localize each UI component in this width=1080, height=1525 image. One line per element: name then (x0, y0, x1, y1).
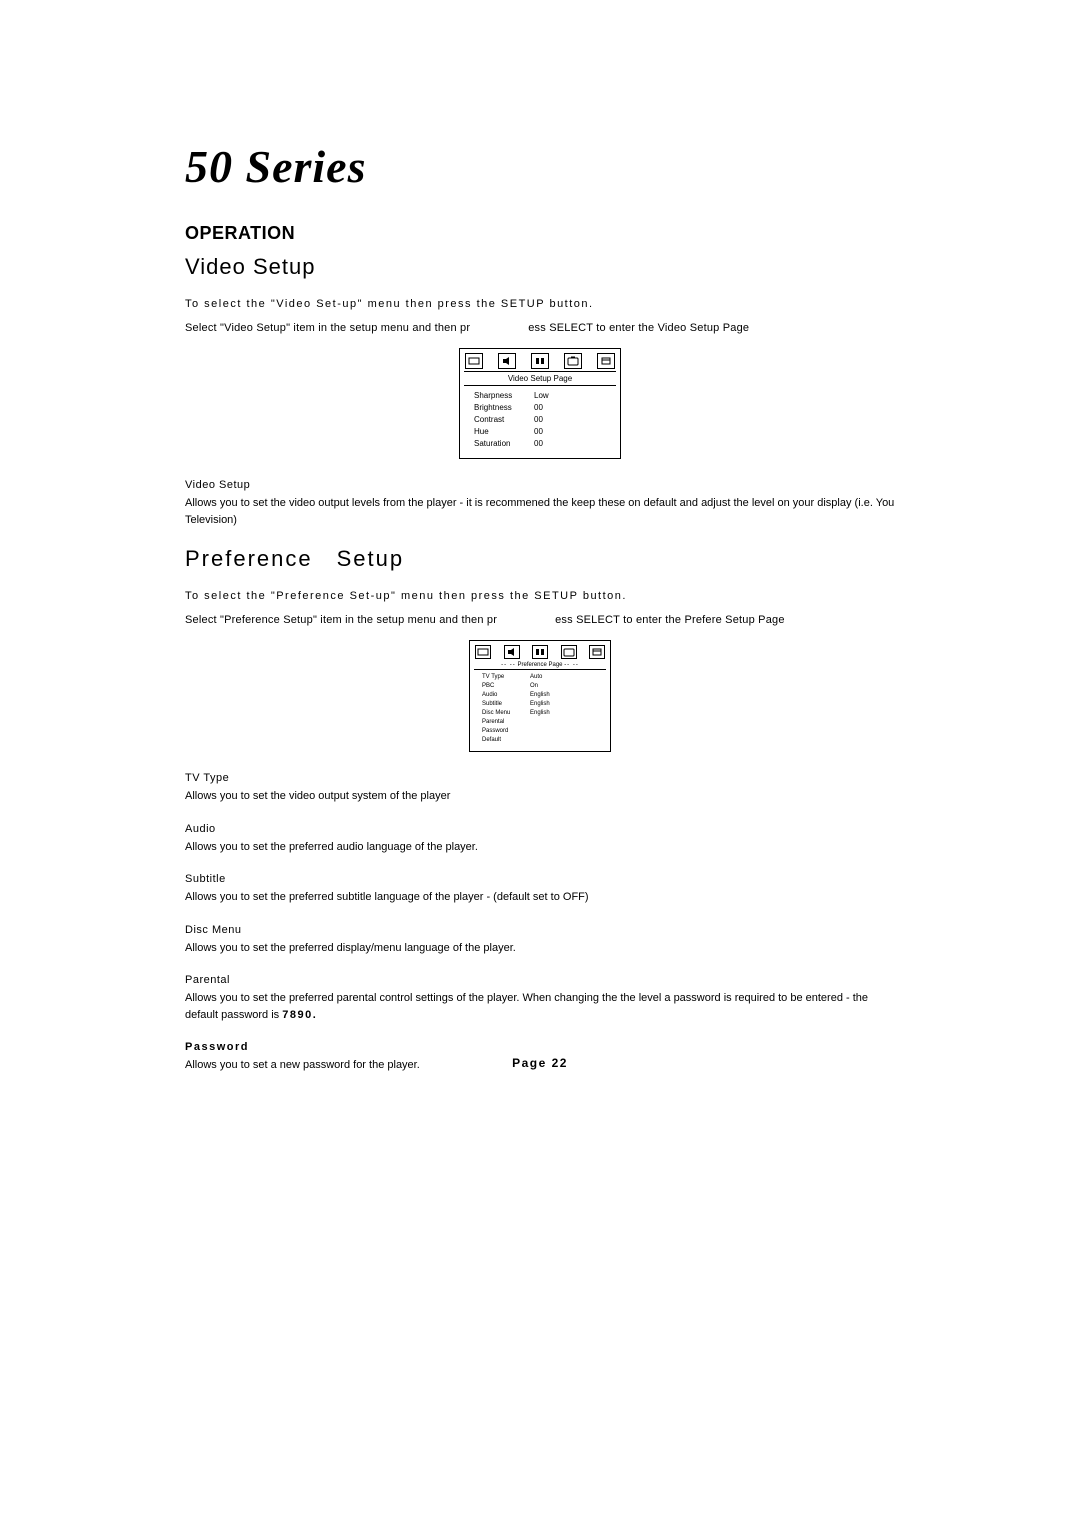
page-number: Page 22 (0, 1056, 1080, 1070)
tab-video-icon (564, 353, 582, 369)
menu-val: 00 (534, 414, 543, 426)
menu-row: PBCOn (482, 682, 602, 691)
desc-label: TV Type (185, 772, 895, 784)
menu-key: Hue (474, 426, 534, 438)
menu-row: Default (482, 736, 602, 745)
preference-page-label: -- -- Preference Page -- -- (474, 661, 606, 670)
desc-text: Allows you to set the preferred display/… (185, 940, 895, 957)
tab-preference-icon (589, 645, 605, 659)
menu-tab-row (460, 349, 620, 371)
menu-val: English (530, 691, 550, 700)
menu-key: Disc Menu (482, 709, 530, 718)
desc-label: Video Setup (185, 479, 895, 491)
video-setup-instruction-1: To select the "Video Set-up" menu then p… (185, 298, 895, 310)
video-setup-items: SharpnessLow Brightness00 Contrast00 Hue… (460, 386, 620, 458)
preference-setup-instruction-1: To select the "Preference Set-up" menu t… (185, 590, 895, 602)
menu-row: Brightness00 (474, 402, 610, 414)
menu-row: Hue00 (474, 426, 610, 438)
desc-text: Allows you to set the preferred parental… (185, 990, 895, 1023)
menu-row: SubtitleEnglish (482, 700, 602, 709)
menu-row: Password (482, 727, 602, 736)
menu-val: English (530, 700, 550, 709)
menu-key: Audio (482, 691, 530, 700)
tab-general-icon (475, 645, 491, 659)
menu-val: English (530, 709, 550, 718)
menu-key: Default (482, 736, 530, 745)
desc-label: Disc Menu (185, 924, 895, 936)
menu-val: On (530, 682, 538, 691)
parental-description: Parental Allows you to set the preferred… (185, 974, 895, 1023)
desc-text: Allows you to set the video output syste… (185, 788, 895, 805)
menu-val: 00 (534, 438, 543, 450)
desc-label: Password (185, 1041, 895, 1053)
instr-part-right: ess SELECT to enter the Prefere Setup Pa… (555, 614, 785, 626)
tab-speaker-icon (504, 645, 520, 659)
instr-part-left: Select "Preference Setup" item in the se… (185, 614, 497, 626)
menu-row: AudioEnglish (482, 691, 602, 700)
menu-key: TV Type (482, 673, 530, 682)
subtitle-description: Subtitle Allows you to set the preferred… (185, 873, 895, 906)
video-setup-heading: Video Setup (185, 254, 895, 280)
video-setup-description: Video Setup Allows you to set the video … (185, 479, 895, 528)
series-title: 50 Series (185, 140, 895, 193)
menu-key: Contrast (474, 414, 534, 426)
menu-val: Auto (530, 673, 542, 682)
menu-row: Disc MenuEnglish (482, 709, 602, 718)
desc-label: Parental (185, 974, 895, 986)
tv-type-description: TV Type Allows you to set the video outp… (185, 772, 895, 805)
operation-heading: OPERATION (185, 223, 895, 244)
tab-preference-icon (597, 353, 615, 369)
preference-items: TV TypeAuto PBCOn AudioEnglish SubtitleE… (470, 670, 610, 751)
video-setup-page-label: Video Setup Page (464, 371, 616, 386)
desc-text: Allows you to set the preferred audio la… (185, 839, 895, 856)
menu-row: Parental (482, 718, 602, 727)
menu-key: Sharpness (474, 390, 534, 402)
menu-key: Brightness (474, 402, 534, 414)
disc-menu-description: Disc Menu Allows you to set the preferre… (185, 924, 895, 957)
desc-label: Subtitle (185, 873, 895, 885)
default-password: 7890. (282, 1009, 317, 1021)
menu-key: PBC (482, 682, 530, 691)
desc-text: Allows you to set the preferred subtitle… (185, 889, 895, 906)
document-page: 50 Series OPERATION Video Setup To selec… (0, 0, 1080, 1074)
pref-menu-title-text: Preference Page (517, 662, 562, 668)
tab-dolby-icon (532, 645, 548, 659)
menu-key: Password (482, 727, 530, 736)
menu-val: 00 (534, 426, 543, 438)
menu-val: Low (534, 390, 549, 402)
preference-setup-heading: Preference Setup (185, 546, 895, 572)
tab-speaker-icon (498, 353, 516, 369)
instr-part-right: ess SELECT to enter the Video Setup Page (528, 322, 749, 334)
menu-key: Saturation (474, 438, 534, 450)
tab-general-icon (465, 353, 483, 369)
desc-label: Audio (185, 823, 895, 835)
video-setup-menu-screenshot: Video Setup Page SharpnessLow Brightness… (459, 348, 621, 459)
desc-text: Allows you to set the video output level… (185, 495, 895, 528)
menu-key: Subtitle (482, 700, 530, 709)
tab-video-icon (561, 645, 577, 659)
menu-key: Parental (482, 718, 530, 727)
menu-row: TV TypeAuto (482, 673, 602, 682)
tab-dolby-icon (531, 353, 549, 369)
menu-row: SharpnessLow (474, 390, 610, 402)
audio-description: Audio Allows you to set the preferred au… (185, 823, 895, 856)
video-setup-instruction-2: Select "Video Setup" item in the setup m… (185, 322, 895, 334)
menu-row: Contrast00 (474, 414, 610, 426)
preference-menu-screenshot: -- -- Preference Page -- -- TV TypeAuto … (469, 640, 611, 752)
instr-part-left: Select "Video Setup" item in the setup m… (185, 322, 470, 334)
menu-val: 00 (534, 402, 543, 414)
menu-row: Saturation00 (474, 438, 610, 450)
preference-setup-instruction-2: Select "Preference Setup" item in the se… (185, 614, 895, 626)
menu-tab-row (470, 641, 610, 661)
